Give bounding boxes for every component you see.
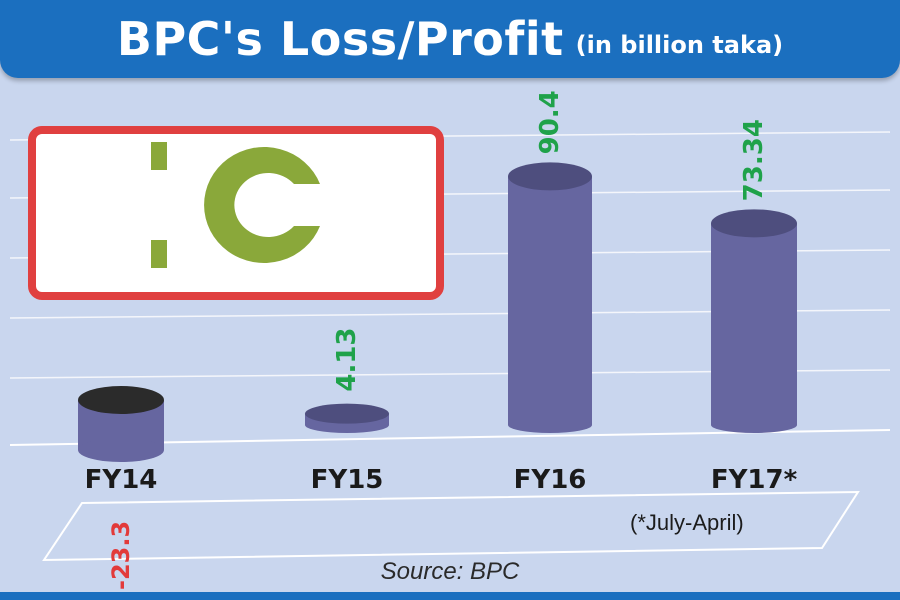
category-label: FY17* — [711, 465, 798, 495]
footnote: (*July-April) — [630, 510, 744, 535]
source-note: Source: BPC — [380, 558, 520, 585]
bar-top — [711, 209, 797, 238]
chart-title: BPC's Loss/Profit — [116, 12, 564, 66]
bottom-bar — [0, 592, 900, 600]
bar-bottom — [508, 417, 592, 433]
bar-value-label: 4.13 — [332, 327, 362, 391]
bar — [508, 176, 592, 425]
bar-value-label: 73.34 — [739, 119, 769, 201]
bar-top — [78, 386, 164, 414]
bpc-logo — [28, 126, 444, 300]
bar — [711, 223, 797, 425]
bar-value-label: 90.4 — [535, 90, 565, 154]
category-label: FY14 — [85, 465, 158, 495]
bar-top — [305, 403, 389, 424]
bar-bottom — [711, 417, 797, 433]
axis-platform — [42, 490, 860, 562]
category-label: FY16 — [514, 465, 587, 495]
title-bar: BPC's Loss/Profit (in billion taka) — [0, 0, 900, 78]
bpc-logo-mark-icon — [151, 142, 320, 268]
category-label: FY15 — [311, 465, 384, 495]
bar-top — [508, 162, 592, 191]
chart-subtitle: (in billion taka) — [575, 31, 784, 59]
bar-value-label: -23.3 — [107, 521, 135, 590]
bar-bottom — [78, 438, 164, 462]
